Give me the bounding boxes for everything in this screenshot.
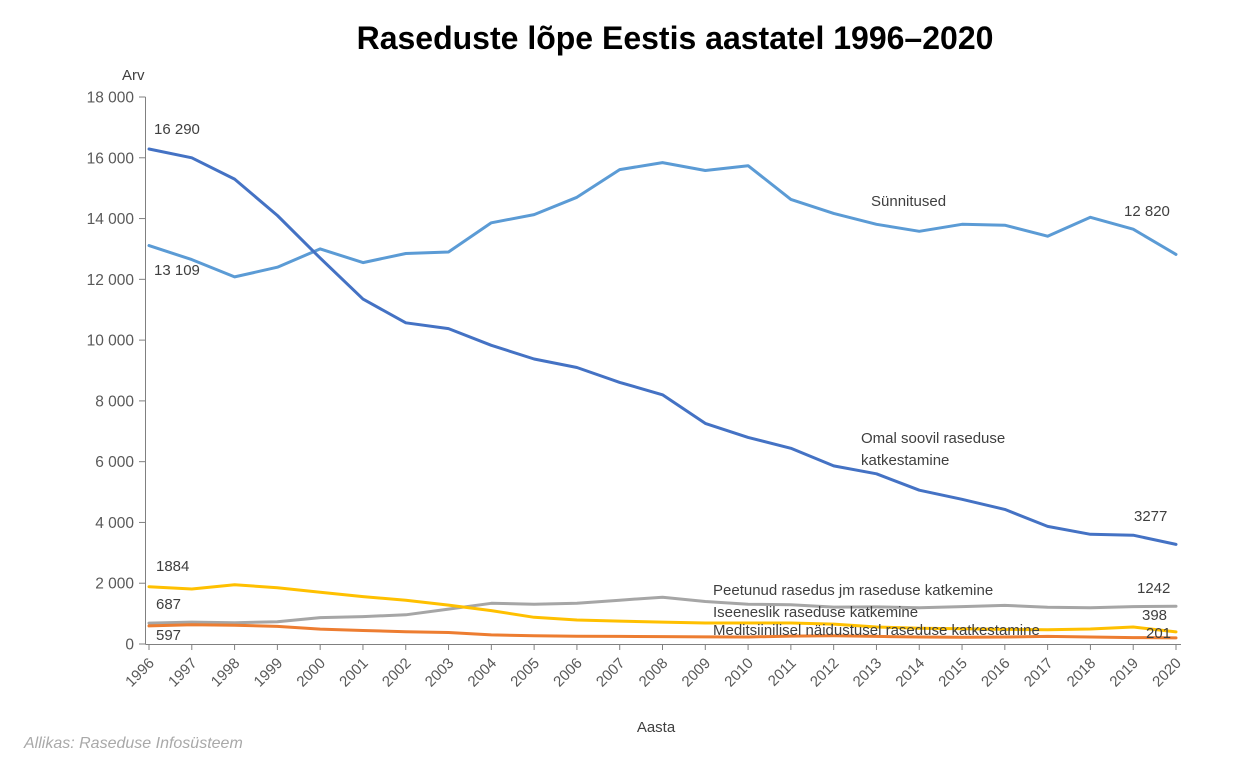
x-tick-label: 2018 [1064, 655, 1100, 691]
x-tick-label: 1998 [208, 655, 244, 691]
data-label-sunnitused-end: 12 820 [1124, 203, 1170, 220]
y-tick-label: 14 000 [87, 211, 135, 228]
data-label-sunnitused-start: 13 109 [154, 262, 200, 279]
series-label-peetunud: Peetunud rasedus jm raseduse katkemine [713, 582, 994, 599]
y-tick-label: 10 000 [87, 333, 135, 350]
series-line-omal-soovil [147, 147, 1178, 546]
data-label-meditsiiniline-start: 597 [156, 627, 182, 644]
x-tick-label: 2011 [765, 655, 800, 690]
y-tick-label: 0 [125, 637, 134, 654]
x-axis-title: Aasta [636, 719, 676, 736]
x-tick-label: 2019 [1106, 655, 1142, 691]
x-tick-label: 2003 [422, 655, 458, 691]
x-tick-label: 2004 [465, 655, 501, 691]
y-tick-label: 6 000 [95, 454, 134, 471]
x-tick-label: 2002 [379, 655, 415, 691]
data-label-iseeneslik-end: 398 [1142, 607, 1168, 624]
series-line-peetunud [147, 595, 1178, 625]
x-tick-label: 2017 [1021, 655, 1057, 691]
x-tick-label: 2014 [892, 655, 928, 691]
x-tick-label: 1999 [251, 655, 287, 691]
x-tick-label: 2015 [935, 655, 971, 691]
data-label-iseeneslik-start: 1884 [156, 558, 190, 575]
x-tick-label: 2005 [507, 655, 543, 691]
series-label-sunnitused: Sünnitused [871, 193, 947, 210]
y-axis-title: Arv [122, 67, 145, 84]
series-line-meditsiiniline [147, 623, 1178, 640]
x-tick-label: 2010 [721, 655, 757, 691]
data-label-omal-start: 16 290 [154, 121, 200, 138]
x-tick-label: 2001 [336, 655, 372, 691]
y-tick-label: 8 000 [95, 393, 134, 410]
x-tick-label: 2000 [293, 655, 329, 691]
x-tick-label: 2006 [550, 655, 586, 691]
y-tick-label: 4 000 [95, 515, 134, 532]
x-tick-label: 2016 [978, 655, 1014, 691]
x-tick-label: 2013 [850, 655, 886, 691]
x-tick-label: 2007 [593, 655, 629, 691]
x-tick-label: 2012 [807, 655, 843, 691]
data-label-omal-end: 3277 [1134, 508, 1168, 525]
chart-title: Raseduste lõpe Eestis aastatel 1996–2020 [356, 20, 994, 56]
x-tick-label: 2009 [678, 655, 714, 691]
data-label-meditsiiniline-end: 201 [1146, 625, 1172, 642]
series-line-iseeneslik [147, 583, 1178, 634]
x-tick-label: 2020 [1149, 655, 1185, 691]
data-label-peetunud-start: 687 [156, 596, 182, 613]
data-label-peetunud-end: 1242 [1137, 580, 1171, 597]
y-tick-label: 2 000 [95, 576, 134, 593]
x-tick-label: 2008 [636, 655, 672, 691]
y-tick-label: 18 000 [87, 90, 135, 107]
y-tick-label: 12 000 [87, 272, 135, 289]
series-label-omal-soovil: Omal soovil raseduse katkestamine [861, 430, 1006, 469]
y-tick-label: 16 000 [87, 150, 135, 167]
series-label-iseeneslik: Iseeneslik raseduse katkemine [713, 604, 919, 621]
source-note: Allikas: Raseduse Infosüsteem [24, 735, 243, 752]
x-tick-label: 1996 [122, 655, 158, 691]
series-line-sunnitused [147, 161, 1178, 279]
x-tick-label: 1997 [165, 655, 201, 691]
series-label-meditsiiniline: Meditsiinilisel näidustusel raseduse kat… [713, 622, 1040, 639]
